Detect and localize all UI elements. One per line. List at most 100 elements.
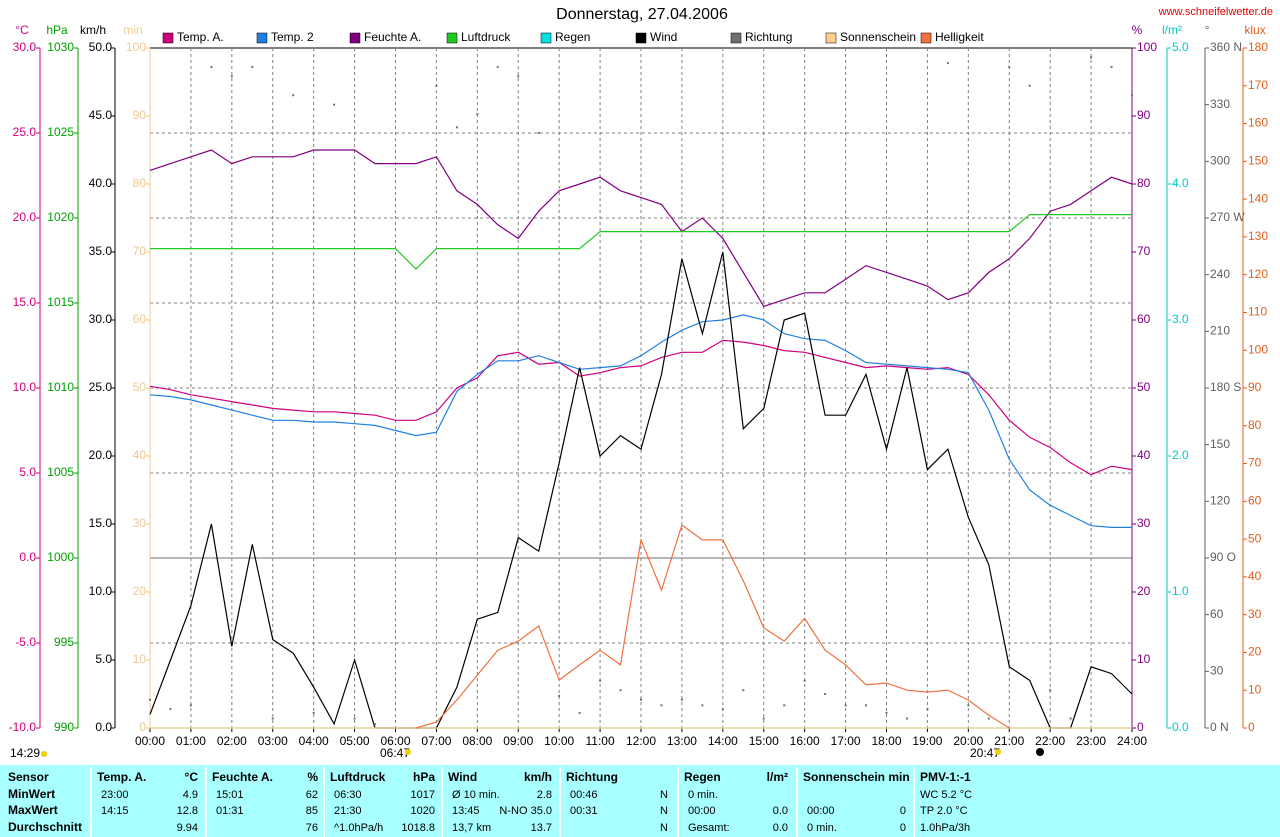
table-cell: 1020 [411,805,435,817]
x-tick-label: 20:00 [953,734,983,748]
series-line [149,149,1133,308]
table-unit: km/h [524,770,552,784]
direction-dot [1131,94,1133,97]
annotation: 06:47 [380,746,410,760]
table-unit: % [307,770,318,784]
y-tick-label: 360 N [1210,40,1242,54]
table-cell: 00:46 [570,789,598,801]
series-line [149,314,1132,528]
direction-dot [292,94,295,97]
legend-label: Helligkeit [935,30,984,44]
table-cell: WC 5.2 °C [920,789,972,801]
y-tick-label: 100 [126,40,146,54]
direction-dot [312,711,315,714]
table-cell: 21:30 [334,805,362,817]
y-tick-label: 10 [1248,682,1262,696]
direction-dot [680,698,683,701]
table-cell: 12.8 [177,805,198,817]
direction-dot [271,717,274,720]
table-cell: 00:31 [570,805,598,817]
y-tick-label: 2.0 [1172,448,1189,462]
table-cell: 01:31 [216,805,244,817]
table-header: Wind [448,770,477,784]
moon-icon [1036,748,1044,756]
x-tick-label: 00:00 [135,734,165,748]
axis-unit: l/m² [1162,23,1182,37]
table-cell: 76 [306,822,318,834]
table-cell: N-NO 35.0 [499,805,552,817]
direction-dot [844,704,847,707]
direction-dot [476,113,479,116]
y-tick-label: 90 [1137,108,1151,122]
table-cell: 9.94 [177,822,198,834]
y-tick-label: 15.0 [13,295,37,309]
table-cell: 1.0hPa/3h [920,822,970,834]
y-tick-label: 35.0 [89,244,113,258]
legend-swatch [825,32,837,44]
direction-dot [803,679,806,682]
y-tick-label: 60 [1210,607,1224,621]
legend-label: Regen [555,30,590,44]
legend-swatch [730,32,742,44]
table-header: Sensor [8,770,49,784]
x-tick-label: 08:00 [462,734,492,748]
legend-swatch [540,32,552,44]
x-tick-label: 19:00 [912,734,942,748]
y-tick-label: 10.0 [13,380,37,394]
y-tick-label: 90 O [1210,550,1236,564]
direction-dot [149,698,151,701]
x-tick-label: 06:00 [380,734,410,748]
table-cell: 00:00 [807,805,835,817]
y-tick-label: 50 [133,380,147,394]
y-tick-label: 140 [1248,191,1268,205]
y-tick-label: 240 [1210,267,1230,281]
x-tick-label: 14:00 [708,734,738,748]
table-cell: 13:45 [452,805,480,817]
table-cell: Gesamt: [688,822,730,834]
series-line [149,251,1133,729]
direction-dot [946,62,949,65]
table-cell: Ø 10 min. [452,789,500,801]
y-tick-label: 30.0 [89,312,113,326]
y-tick-label: 20.0 [89,448,113,462]
y-tick-label: 10 [133,652,147,666]
y-tick-label: 80 [1137,176,1151,190]
y-tick-label: 150 [1210,437,1230,451]
y-tick-label: 15.0 [89,516,113,530]
direction-dot [865,704,868,707]
x-tick-label: 18:00 [871,734,901,748]
table-cell: 14:15 [101,805,129,817]
direction-dot [333,103,336,106]
direction-dot [496,65,499,68]
x-tick-label: 09:00 [503,734,533,748]
y-tick-label: 90 [133,108,147,122]
x-tick-label: 21:00 [994,734,1024,748]
legend-swatch [635,32,647,44]
annotation: 14:29 [10,746,40,760]
table-cell: TP 2.0 °C [920,805,968,817]
y-tick-label: 130 [1248,229,1268,243]
y-tick-label: 1000 [47,550,74,564]
sun-icon [405,749,411,755]
y-tick-label: 1015 [47,295,74,309]
y-tick-label: 30 [1248,607,1262,621]
table-cell: 0 [900,822,906,834]
direction-dot [374,723,377,726]
y-tick-label: 180 [1248,40,1268,54]
legend-label: Temp. A. [177,30,224,44]
axis-unit: ° [1205,23,1210,37]
y-tick-label: -5.0 [15,635,36,649]
legend-label: Sonnenschein [840,30,916,44]
direction-dot [987,717,990,720]
y-tick-label: 80 [133,176,147,190]
table-cell: 0 [900,805,906,817]
legend-swatch [162,32,174,44]
direction-dot [1028,84,1031,87]
direction-dot [517,75,520,78]
y-tick-label: 300 [1210,154,1230,168]
axis-unit: km/h [80,23,106,37]
legend-label: Richtung [745,30,792,44]
y-tick-label: 50.0 [89,40,113,54]
y-tick-label: 80 [1248,418,1262,432]
